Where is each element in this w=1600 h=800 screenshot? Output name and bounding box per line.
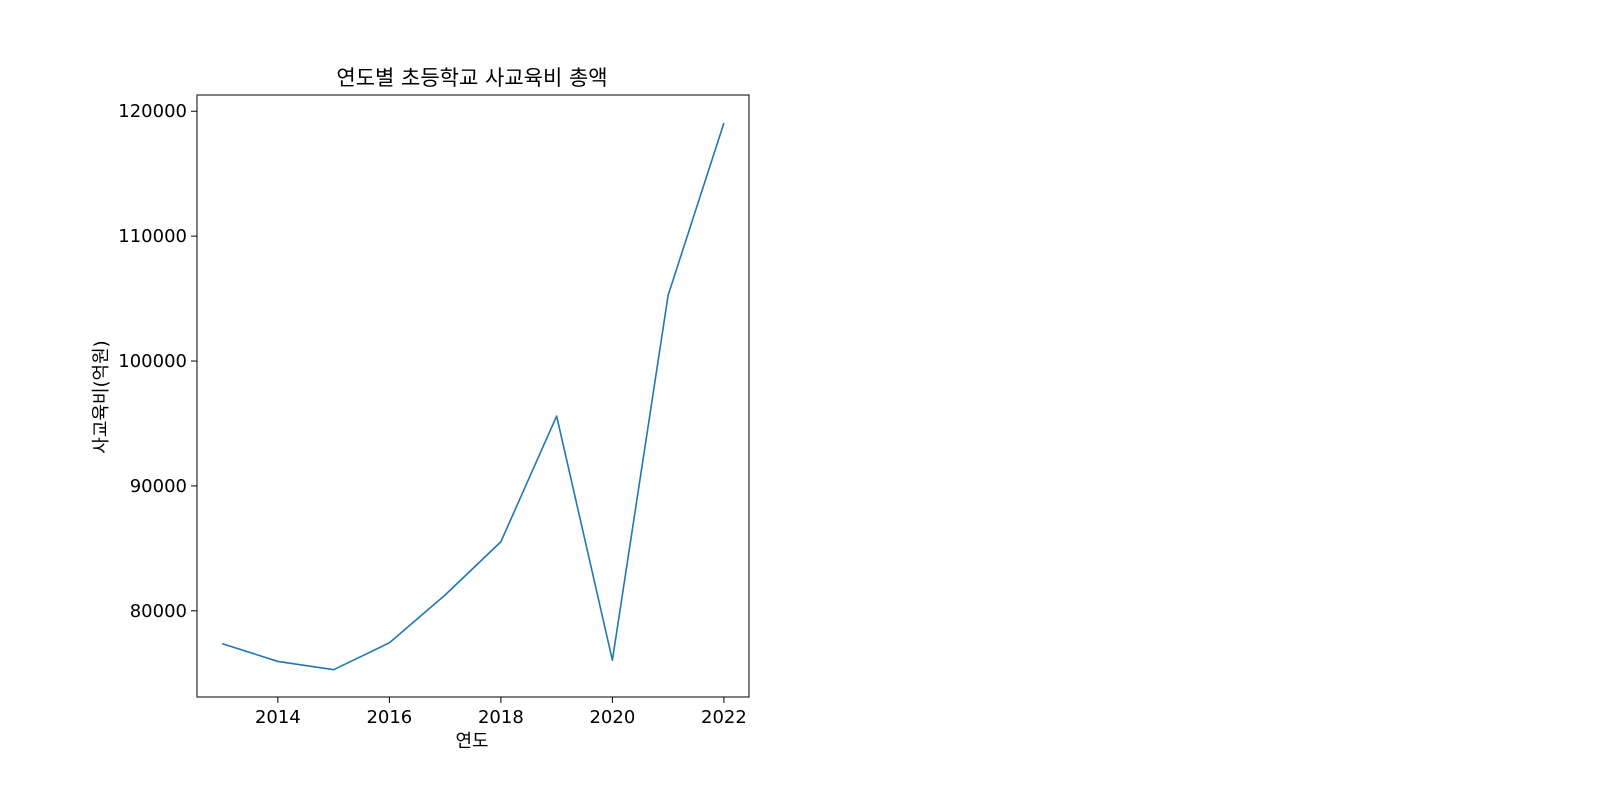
series-layer bbox=[221, 122, 725, 671]
series-line bbox=[221, 122, 725, 671]
plot-area: 2014 2016 2018 2020 2022 80000 90000 100000 110… bbox=[118, 94, 750, 728]
y-tick-label: 80000 bbox=[130, 601, 187, 622]
y-tick-label: 90000 bbox=[130, 476, 187, 497]
y-tick-label: 110000 bbox=[118, 226, 187, 247]
y-axis-ticks: 80000 90000 100000 110000 120000 bbox=[118, 101, 197, 622]
x-tick-label: 2018 bbox=[478, 707, 524, 728]
x-tick-label: 2022 bbox=[701, 707, 747, 728]
chart-title: 연도별 초등학교 사교육비 총액 bbox=[336, 66, 607, 90]
y-tick-label: 120000 bbox=[118, 101, 187, 122]
x-tick-label: 2020 bbox=[589, 707, 635, 728]
plot-frame bbox=[196, 94, 750, 698]
x-tick-label: 2016 bbox=[366, 707, 412, 728]
x-axis-ticks: 2014 2016 2018 2020 2022 bbox=[255, 697, 747, 728]
y-axis-label: 사교육비(억원) bbox=[91, 340, 112, 453]
x-tick-label: 2014 bbox=[255, 707, 301, 728]
y-tick-label: 100000 bbox=[118, 351, 187, 372]
x-axis-label: 연도 bbox=[455, 731, 488, 752]
